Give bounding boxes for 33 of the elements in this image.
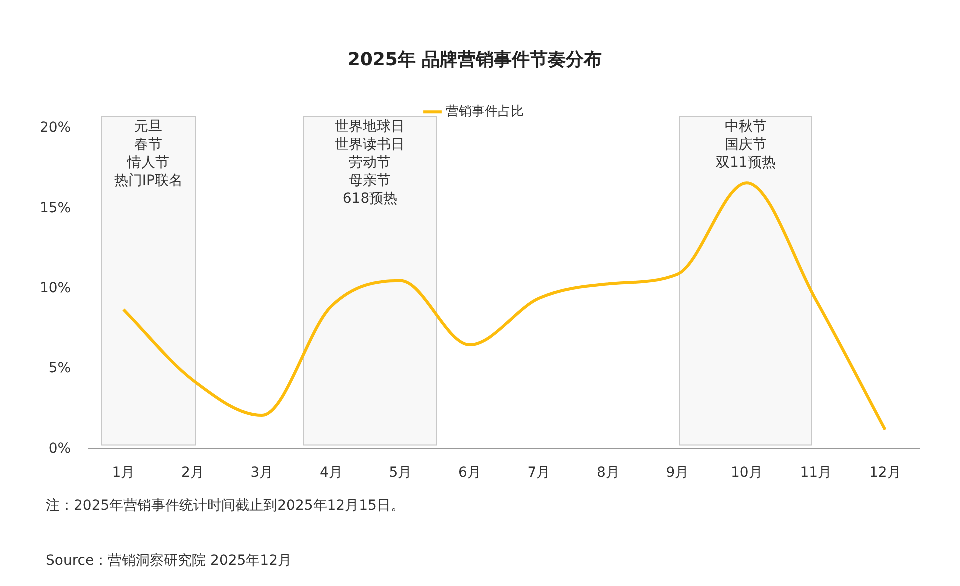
- text: 元旦: [134, 119, 163, 136]
- text: 注：2025年营销事件统计时间截止到2025年12月15日。: [46, 497, 405, 515]
- text: 热门IP联名: [114, 173, 183, 190]
- x-tick-label: 7月: [528, 465, 551, 482]
- text: 国庆节: [724, 137, 767, 154]
- x-tick-label: 2月: [182, 465, 204, 482]
- x-tick-label: 5月: [389, 465, 412, 482]
- y-tick-label: 10%: [40, 280, 72, 297]
- x-tick-label: 6月: [458, 465, 482, 482]
- text: 618预热: [342, 191, 398, 208]
- x-tick-label: 1月: [112, 465, 136, 482]
- x-tick-label: 12月: [869, 465, 902, 482]
- x-tick-label: 8月: [596, 465, 620, 482]
- x-tick-label: 3月: [250, 465, 274, 482]
- x-tick-label: 11月: [800, 465, 832, 482]
- source-note: Source：营销洞察研究院 2025年12月: [46, 552, 292, 570]
- text: 中秋节: [724, 119, 767, 136]
- chart-title: 2025年 品牌营销事件节奏分布: [348, 49, 602, 70]
- x-tick-label: 4月: [320, 465, 343, 482]
- x-tick-label: 10月: [730, 465, 763, 482]
- text: 情人节: [128, 155, 170, 172]
- text: 双11预热: [716, 155, 776, 172]
- text: 世界读书日: [335, 137, 406, 154]
- legend-label: 营销事件占比: [446, 104, 524, 120]
- y-tick-label: 15%: [40, 200, 72, 216]
- text: 世界地球日: [335, 119, 406, 136]
- text: 母亲节: [349, 173, 392, 190]
- x-tick-label: 9月: [666, 465, 690, 482]
- y-tick-label: 0%: [48, 440, 72, 457]
- y-tick-label: 20%: [40, 120, 72, 136]
- y-tick-label: 5%: [48, 360, 72, 377]
- text: 劳动节: [349, 155, 392, 172]
- text: 春节: [134, 137, 163, 154]
